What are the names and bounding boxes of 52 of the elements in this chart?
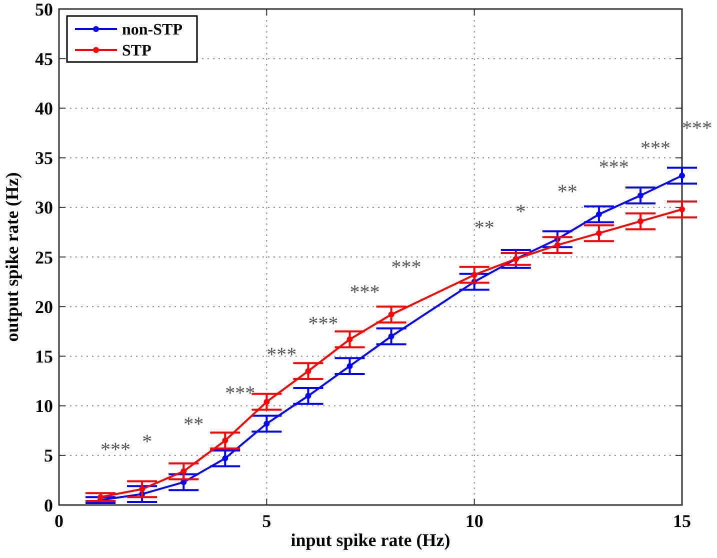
- annotation: ***: [598, 156, 629, 178]
- point: [346, 336, 353, 342]
- y-tick-label: 30: [35, 198, 53, 218]
- y-tick-label: 10: [35, 396, 53, 416]
- annotation: ***: [350, 281, 380, 304]
- y-tick-label: 15: [35, 346, 53, 366]
- point: [554, 242, 560, 248]
- annotation: ***: [225, 382, 256, 405]
- point: [139, 486, 146, 492]
- annotation: ***: [308, 313, 338, 336]
- annotation: ***: [682, 118, 712, 140]
- point: [388, 312, 394, 318]
- point: [264, 398, 270, 405]
- point: [471, 272, 478, 278]
- x-axis-title: input spike rate (Hz): [290, 530, 450, 550]
- point: [679, 206, 685, 212]
- annotation: ***: [100, 439, 131, 462]
- y-tick-label: 20: [35, 296, 53, 317]
- legend-label: non-STP: [122, 22, 183, 39]
- annotation: ***: [640, 137, 670, 160]
- y-tick-label: 50: [35, 0, 53, 20]
- point: [388, 333, 394, 340]
- x-tick-label: 5: [262, 511, 272, 531]
- annotation: ***: [391, 256, 422, 279]
- point: [346, 363, 353, 370]
- point: [264, 420, 270, 427]
- y-tick-label: 0: [44, 495, 53, 516]
- point: [596, 230, 602, 236]
- point: [305, 368, 312, 374]
- point: [305, 392, 312, 399]
- annotation: *: [516, 200, 526, 223]
- point: [596, 211, 602, 218]
- legend-label: STP: [122, 42, 152, 60]
- point: [679, 172, 685, 179]
- y-tick-label: 5: [44, 446, 53, 466]
- annotation: **: [557, 181, 578, 204]
- point: [637, 192, 644, 198]
- point: [637, 218, 644, 224]
- x-tick-label: 15: [673, 511, 691, 531]
- y-axis-title: output spike rate (Hz): [2, 172, 22, 342]
- annotation: *: [142, 431, 152, 454]
- point: [222, 438, 228, 444]
- point: [222, 455, 228, 462]
- y-tick-label: 45: [35, 48, 53, 69]
- x-tick-label: 10: [465, 511, 484, 531]
- annotation: ***: [266, 344, 297, 366]
- annotation: **: [184, 413, 204, 436]
- y-tick-label: 35: [35, 148, 53, 168]
- point: [180, 468, 187, 474]
- y-tick-label: 25: [35, 247, 53, 268]
- y-tick-label: 40: [35, 98, 53, 118]
- annotation: **: [474, 216, 494, 239]
